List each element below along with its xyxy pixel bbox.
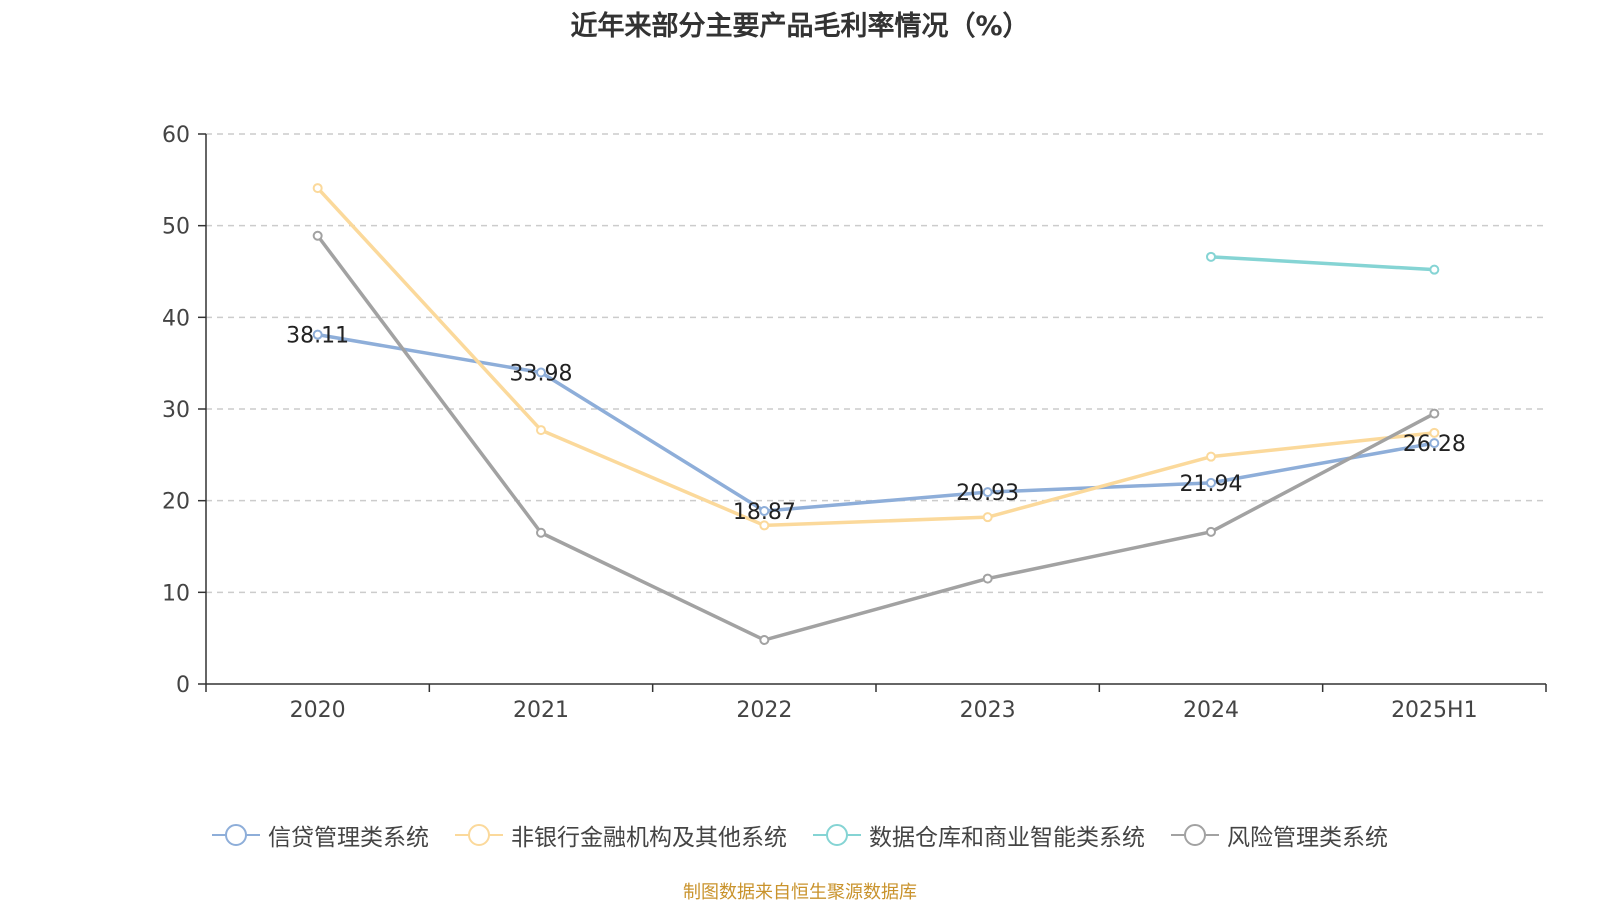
legend-item-2[interactable]: 数据仓库和商业智能类系统 bbox=[813, 818, 1145, 852]
data-point-3-5[interactable] bbox=[1429, 408, 1440, 419]
y-tick-label: 0 bbox=[176, 673, 190, 698]
y-tick-label: 60 bbox=[162, 123, 190, 148]
data-point-3-0[interactable] bbox=[312, 230, 323, 241]
data-point-2-4[interactable] bbox=[1206, 251, 1216, 262]
x-tick-label-2025H1: 2025H1 bbox=[1391, 698, 1478, 723]
series-line-3 bbox=[316, 234, 1436, 642]
y-tick-label: 10 bbox=[162, 581, 190, 606]
data-point-0-1[interactable] bbox=[536, 367, 546, 378]
x-tick-label-2021: 2021 bbox=[513, 698, 569, 723]
data-point-1-0[interactable] bbox=[312, 183, 323, 194]
series-lines bbox=[312, 183, 1440, 645]
legend-marker-icon bbox=[455, 823, 503, 847]
data-label: 18.87 bbox=[733, 500, 796, 525]
x-tick-label-2024: 2024 bbox=[1183, 698, 1239, 723]
legend-item-0[interactable]: 信贷管理类系统 bbox=[212, 818, 429, 852]
data-point-0-0[interactable] bbox=[312, 329, 323, 340]
data-labels: 38.11 33.98 18.87 20.93 21.94 26.28 bbox=[286, 324, 1466, 525]
data-label: 38.11 bbox=[286, 324, 349, 349]
y-tick-label: 50 bbox=[162, 215, 190, 240]
data-point-1-2[interactable] bbox=[759, 520, 770, 531]
data-point-3-2[interactable] bbox=[759, 635, 770, 645]
data-source-note: 制图数据来自恒生聚源数据库 bbox=[683, 882, 917, 900]
legend-marker-icon bbox=[1171, 823, 1219, 847]
data-point-3-1[interactable] bbox=[536, 527, 546, 538]
data-point-3-3[interactable] bbox=[982, 573, 993, 584]
legend-marker-icon bbox=[212, 823, 260, 847]
x-tick-label-2022: 2022 bbox=[736, 698, 792, 723]
data-point-1-5[interactable] bbox=[1429, 427, 1440, 438]
legend-label: 信贷管理类系统 bbox=[268, 825, 429, 851]
legend-label: 数据仓库和商业智能类系统 bbox=[869, 825, 1145, 851]
data-label: 33.98 bbox=[510, 362, 573, 387]
x-tick-label-2020: 2020 bbox=[290, 698, 346, 723]
legend-label: 风险管理类系统 bbox=[1227, 825, 1388, 851]
y-tick-label: 40 bbox=[162, 306, 190, 331]
y-tick-label: 20 bbox=[162, 490, 190, 515]
legend: 信贷管理类系统 非银行金融机构及其他系统 数据仓库和商业智能类系统 风险管理类系统 bbox=[0, 818, 1600, 852]
chart-title: 近年来部分主要产品毛利率情况（%） bbox=[570, 11, 1030, 42]
data-point-0-3[interactable] bbox=[982, 487, 993, 498]
data-point-0-2[interactable] bbox=[759, 506, 770, 517]
series-line-1 bbox=[316, 186, 1435, 528]
data-label: 26.28 bbox=[1403, 432, 1466, 457]
data-point-1-4[interactable] bbox=[1206, 451, 1216, 462]
data-point-1-1[interactable] bbox=[536, 425, 546, 436]
data-point-1-3[interactable] bbox=[982, 512, 993, 523]
x-tick-label-2023: 2023 bbox=[960, 698, 1016, 723]
data-label: 20.93 bbox=[956, 481, 1019, 506]
data-point-0-5[interactable] bbox=[1429, 438, 1440, 449]
grid-lines bbox=[206, 133, 1546, 594]
data-point-2-5[interactable] bbox=[1429, 264, 1440, 275]
series-line-2 bbox=[1210, 255, 1435, 272]
axes: 0 10 20 30 40 50 60 2020 2021 2022 2023 2024 2025H1 bbox=[162, 123, 1547, 723]
data-label: 21.94 bbox=[1180, 472, 1243, 497]
legend-label: 非银行金融机构及其他系统 bbox=[511, 825, 787, 851]
legend-item-1[interactable]: 非银行金融机构及其他系统 bbox=[455, 818, 787, 852]
y-tick-label: 30 bbox=[162, 398, 190, 423]
data-point-3-4[interactable] bbox=[1206, 526, 1216, 537]
legend-item-3[interactable]: 风险管理类系统 bbox=[1171, 818, 1388, 852]
legend-marker-icon bbox=[813, 823, 861, 847]
series-line-0 bbox=[317, 332, 1435, 513]
data-point-0-4[interactable] bbox=[1206, 477, 1216, 488]
